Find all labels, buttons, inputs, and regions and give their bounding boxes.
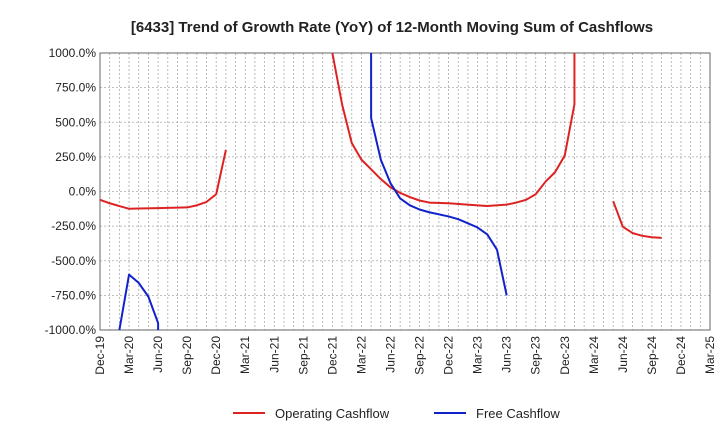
legend: Operating Cashflow Free Cashflow xyxy=(233,406,560,421)
x-tick-label: Jun-20 xyxy=(151,336,165,373)
plot-frame xyxy=(99,52,711,331)
y-tick-label: 250.0% xyxy=(55,150,96,164)
x-tick-label: Dec-21 xyxy=(325,336,339,375)
x-tick-label: Mar-22 xyxy=(354,336,368,374)
x-tick-label: Mar-24 xyxy=(587,336,601,374)
x-tick-label: Jun-23 xyxy=(500,336,514,373)
x-tick-label: Dec-19 xyxy=(93,336,107,375)
x-tick-label: Sep-24 xyxy=(645,336,659,375)
series-line-1-segment-1 xyxy=(370,53,508,296)
y-tick-label: 500.0% xyxy=(55,115,96,129)
series-line-0-segment-1 xyxy=(331,52,576,208)
series-layer xyxy=(99,52,662,331)
y-tick-label: 1000.0% xyxy=(49,46,97,60)
series-line-0-segment-0 xyxy=(99,149,227,210)
y-tick-label: -750.0% xyxy=(51,288,96,302)
x-tick-label: Jun-24 xyxy=(616,336,630,373)
x-tick-label: Jun-21 xyxy=(267,336,281,373)
y-tick-label: -1000.0% xyxy=(45,323,97,337)
x-tick-label: Mar-20 xyxy=(122,336,136,374)
x-tick-label: Sep-23 xyxy=(529,336,543,375)
x-tick-label: Sep-22 xyxy=(413,336,427,375)
x-tick-label: Sep-21 xyxy=(296,336,310,375)
x-tick-label: Dec-24 xyxy=(674,336,688,375)
x-tick-label: Sep-20 xyxy=(180,336,194,375)
x-tick-label: Mar-25 xyxy=(703,336,717,374)
grid xyxy=(99,52,711,331)
series-line-1-segment-0 xyxy=(118,273,160,331)
y-tick-label: -250.0% xyxy=(51,219,96,233)
series-line-0-segment-2 xyxy=(612,200,662,239)
legend-label: Free Cashflow xyxy=(476,406,560,421)
x-tick-label: Dec-22 xyxy=(442,336,456,375)
y-tick-label: 750.0% xyxy=(55,81,96,95)
y-axis: 1000.0% 750.0% 500.0% 250.0% 0.0% -250.0% -500… xyxy=(45,46,97,337)
y-tick-label: -500.0% xyxy=(51,254,96,268)
x-axis: Dec-19 Mar-20 Jun-20 Sep-20 Dec-20 Mar-21 Jun-… xyxy=(93,336,717,375)
x-tick-label: Dec-23 xyxy=(558,336,572,375)
x-tick-label: Mar-21 xyxy=(238,336,252,374)
legend-label: Operating Cashflow xyxy=(275,406,390,421)
x-tick-label: Dec-20 xyxy=(209,336,223,375)
x-tick-label: Mar-23 xyxy=(471,336,485,374)
chart-title: [6433] Trend of Growth Rate (YoY) of 12-… xyxy=(131,19,653,36)
x-tick-label: Jun-22 xyxy=(383,336,397,373)
y-tick-label: 0.0% xyxy=(69,185,97,199)
